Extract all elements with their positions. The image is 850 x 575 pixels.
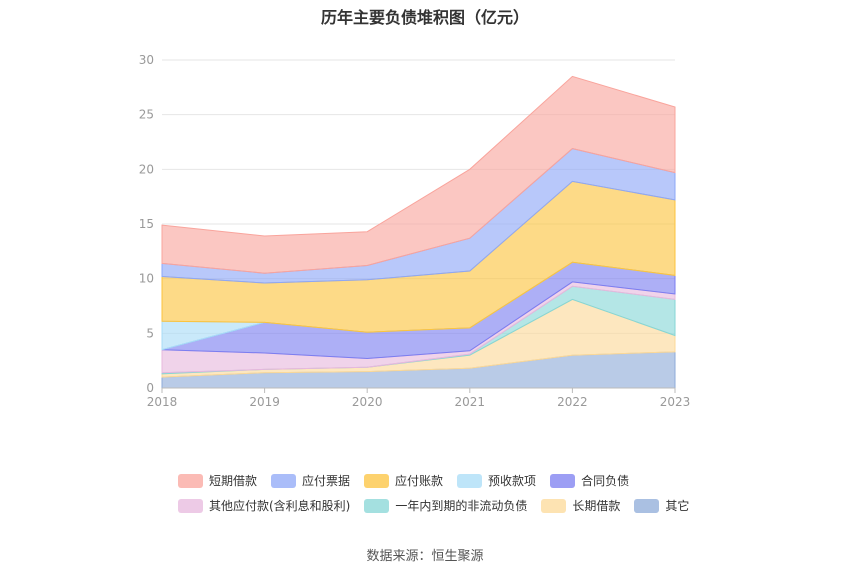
y-tick-label: 5: [146, 326, 154, 340]
legend-swatch: [271, 473, 297, 488]
legend-label: 应付票据: [302, 474, 351, 488]
x-tick-label: 2018: [147, 395, 178, 409]
y-tick-label: 30: [139, 53, 154, 67]
legend-item[interactable]: 其他应付款(含利息和股利): [178, 497, 350, 514]
legend-swatch: [634, 498, 660, 513]
legend-swatch: [550, 473, 576, 488]
legend-item[interactable]: 应付票据: [271, 472, 350, 489]
y-tick-label: 15: [139, 217, 154, 231]
legend-label: 短期借款: [209, 474, 258, 488]
y-tick-label: 20: [139, 162, 154, 176]
legend-item[interactable]: 应付账款: [364, 472, 443, 489]
y-tick-label: 25: [139, 108, 154, 122]
legend-item[interactable]: 其它: [634, 497, 689, 514]
legend-label: 其它: [665, 499, 690, 513]
legend-swatch: [364, 473, 390, 488]
legend: 短期借款 应付票据 应付账款 预收款项 合同负债其他应付款(含利息和股利) 一年内到期的非…: [178, 472, 698, 514]
x-tick-label: 2021: [455, 395, 486, 409]
legend-swatch: [457, 473, 483, 488]
legend-label: 合同负债: [581, 474, 630, 488]
chart-title: 历年主要负债堆积图（亿元）: [320, 8, 529, 27]
x-tick-label: 2023: [660, 395, 691, 409]
y-tick-label: 10: [139, 272, 154, 286]
legend-item[interactable]: 短期借款: [178, 472, 257, 489]
legend-item[interactable]: 合同负债: [550, 472, 629, 489]
legend-label: 预收款项: [488, 474, 537, 488]
x-tick-label: 2019: [249, 395, 280, 409]
data-source-note: 数据来源：恒生聚源: [366, 549, 484, 564]
legend-swatch: [178, 473, 203, 488]
legend-swatch: [541, 498, 567, 513]
legend-swatch: [178, 498, 203, 513]
legend-label: 其他应付款(含利息和股利): [209, 499, 351, 513]
x-tick-label: 2020: [352, 395, 383, 409]
area-layer: [161, 75, 676, 389]
legend-item[interactable]: 长期借款: [541, 497, 620, 514]
legend-swatch: [364, 498, 390, 513]
area-series: [161, 75, 676, 274]
y-tick-label: 0: [146, 381, 154, 395]
legend-label: 应付账款: [395, 474, 444, 488]
axes: 0 5 10 15 20 25 30 2018 2019 2020 2021 2022 2023: [139, 53, 691, 409]
legend-label: 长期借款: [572, 499, 621, 513]
legend-label: 一年内到期的非流动负债: [395, 499, 528, 513]
legend-item[interactable]: 预收款项: [457, 472, 536, 489]
legend-item[interactable]: 一年内到期的非流动负债: [364, 497, 527, 514]
x-tick-label: 2022: [557, 395, 588, 409]
